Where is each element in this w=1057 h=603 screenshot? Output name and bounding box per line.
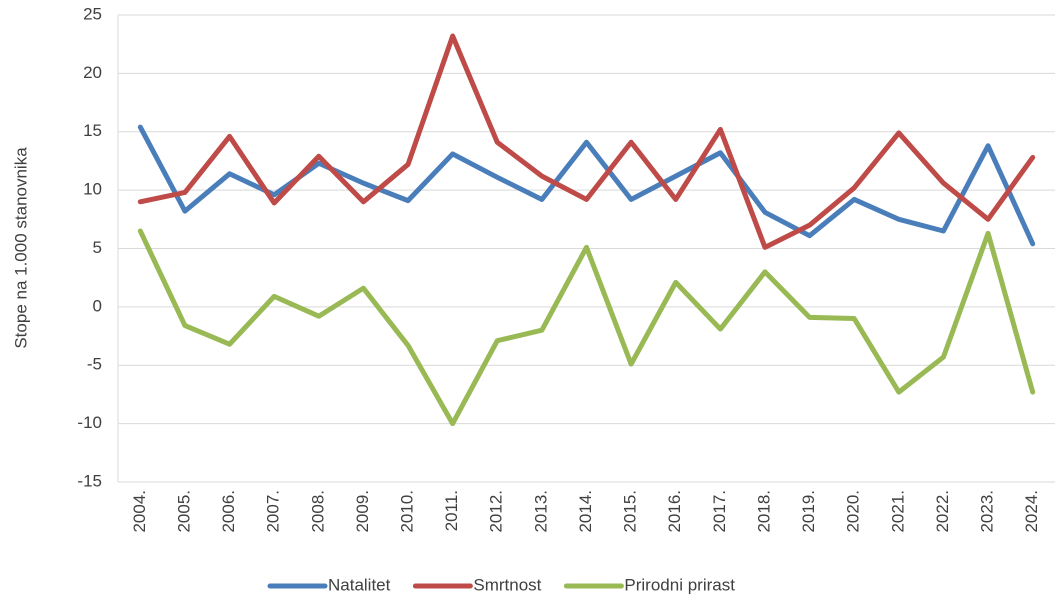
x-tick-label: 2024. (1022, 490, 1041, 533)
x-tick-label: 2017. (710, 490, 729, 533)
x-tick-label: 2008. (308, 490, 327, 533)
x-tick-label: 2013. (531, 490, 550, 533)
y-tick-label: -10 (77, 413, 102, 432)
x-tick-label: 2018. (754, 490, 773, 533)
x-tick-label: 2012. (487, 490, 506, 533)
series-line (137, 228, 1036, 427)
y-tick-label: 20 (83, 63, 102, 82)
x-tick-label: 2011. (442, 490, 461, 531)
x-tick-label: 2015. (621, 490, 640, 533)
y-tick-label: 0 (93, 296, 102, 315)
legend-label: Prirodni prirast (624, 575, 735, 594)
x-tick-label: 2023. (978, 490, 997, 533)
series-line (137, 33, 1036, 250)
y-tick-label: -5 (87, 355, 102, 374)
x-tick-label: 2004. (130, 490, 149, 533)
x-tick-label: 2007. (264, 490, 283, 533)
x-tick-label: 2009. (353, 490, 372, 533)
x-tick-label: 2019. (799, 490, 818, 533)
y-tick-label: 10 (83, 180, 102, 199)
series-line (137, 124, 1036, 247)
legend-label: Natalitet (328, 575, 391, 594)
legend-label: Smrtnost (473, 575, 541, 594)
x-tick-label: 2016. (665, 490, 684, 533)
x-tick-label: 2005. (174, 490, 193, 533)
x-tick-label: 2010. (398, 490, 417, 533)
y-tick-label: 25 (83, 4, 102, 23)
y-tick-label: 15 (83, 121, 102, 140)
y-tick-label: -15 (77, 471, 102, 490)
x-tick-label: 2021. (888, 490, 907, 533)
x-tick-label: 2022. (933, 490, 952, 533)
x-tick-label: 2006. (219, 490, 238, 533)
y-axis-label: Stope na 1.000 stanovnika (11, 147, 30, 349)
y-tick-label: 5 (93, 238, 102, 257)
x-tick-label: 2014. (576, 490, 595, 533)
x-tick-label: 2020. (844, 490, 863, 533)
